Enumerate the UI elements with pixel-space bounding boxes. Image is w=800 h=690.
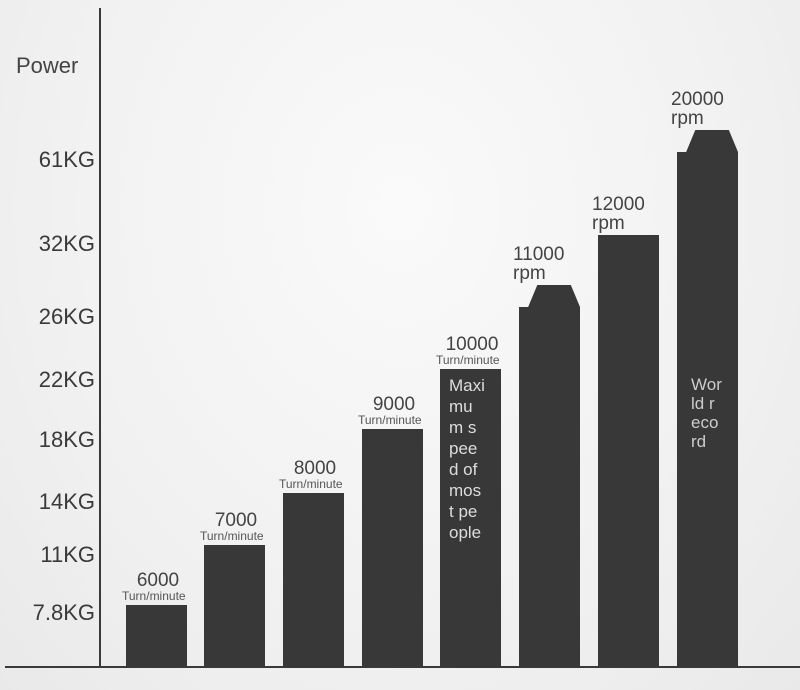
y-tick-label: 32KG [38,231,95,256]
bar [677,130,738,667]
data-label: 12000 [592,194,645,215]
data-label-group: 20000 rpm [671,90,743,128]
unit-label: Turn/minute [279,477,343,491]
bar [519,285,580,667]
data-label-group: 10000 Turn/minute [436,335,508,367]
data-label-group: 8000 Turn/minute [279,459,351,491]
data-label-group: 11000 rpm [513,245,585,283]
unit-label: Turn/minute [436,353,500,367]
unit-label: rpm [671,108,704,129]
bar [598,235,659,667]
data-label: 10000 [445,334,499,355]
bar [440,369,501,667]
data-label-group: 9000 Turn/minute [358,395,430,427]
y-tick-label: 22KG [38,367,95,392]
bar-cap [528,285,580,307]
bar [362,429,423,667]
data-label: 6000 [136,570,180,591]
y-tick-label: 26KG [38,304,95,329]
y-tick-label: 11KG [40,542,95,567]
bar-annotation: World record [691,375,722,451]
bar [204,545,265,667]
bar-annotation: Maximum speed of most people [449,376,485,542]
y-tick-label: 61KG [38,147,95,172]
unit-label: rpm [592,213,625,234]
unit-label: rpm [513,263,546,284]
data-label: 8000 [293,458,337,479]
data-label: 7000 [214,510,258,531]
data-label: 11000 [513,244,565,265]
data-label: 20000 [671,89,724,110]
data-label-group: 6000 Turn/minute [122,571,194,603]
bar-cap [686,130,738,152]
data-label: 9000 [372,394,416,415]
unit-label: Turn/minute [200,529,264,543]
y-axis [99,8,101,668]
data-label-group: 12000 rpm [592,195,664,233]
x-axis [5,666,800,668]
bar [126,605,187,667]
data-label-group: 7000 Turn/minute [200,511,272,543]
y-tick-label: 7.8KG [32,600,95,625]
unit-label: Turn/minute [122,589,186,603]
unit-label: Turn/minute [358,413,422,427]
y-axis-title: Power [16,53,79,78]
bar [283,493,344,667]
y-tick-label: 14KG [38,489,95,514]
y-tick-label: 18KG [38,427,95,452]
